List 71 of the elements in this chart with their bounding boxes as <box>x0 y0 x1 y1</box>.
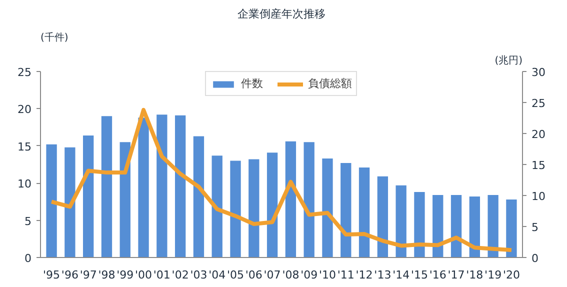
bar <box>414 192 425 258</box>
bar <box>82 135 94 258</box>
x-tick-label: '10 <box>318 268 336 282</box>
chart-title: 企業倒産年次推移 <box>238 8 326 20</box>
x-tick-label: '13 <box>374 268 392 282</box>
bar <box>469 196 480 258</box>
x-tick-label: '12 <box>356 268 373 282</box>
x-tick-label: '99 <box>116 268 134 282</box>
bar <box>266 152 278 258</box>
y-tick-label: 0 <box>24 252 32 265</box>
y2-tick-label: 15 <box>532 159 546 172</box>
bar <box>358 167 370 258</box>
bar <box>156 114 168 258</box>
bar <box>377 176 388 258</box>
y-tick-label: 10 <box>18 178 32 191</box>
bar <box>64 147 76 258</box>
bar <box>396 185 406 258</box>
x-tick-label: '08 <box>282 268 300 282</box>
bar <box>101 116 112 258</box>
bar <box>138 118 149 258</box>
bar <box>304 142 314 258</box>
bar <box>285 141 296 258</box>
x-tick-label: '09 <box>300 268 318 282</box>
x-tick-label: '02 <box>172 268 189 282</box>
bar <box>450 195 462 258</box>
bar <box>212 156 222 258</box>
x-tick-label: '18 <box>466 268 484 282</box>
x-tick-label: '16 <box>429 268 446 282</box>
x-tick-label: '11 <box>337 268 354 282</box>
x-tick-label: '00 <box>135 268 152 282</box>
x-tick-label: '05 <box>226 268 244 282</box>
x-tick-label: '07 <box>264 268 281 282</box>
x-tick-label: '17 <box>448 268 465 282</box>
bar <box>174 115 186 258</box>
bar <box>230 160 241 258</box>
x-tick-label: '03 <box>190 268 208 282</box>
bar <box>322 158 333 258</box>
y2-tick-label: 5 <box>532 221 538 234</box>
y2-tick-label: 30 <box>532 66 546 79</box>
x-tick-label: '96 <box>61 268 78 282</box>
x-tick-label: '98 <box>98 268 116 282</box>
y2-tick-label: 10 <box>532 190 546 203</box>
y2-tick-label: 20 <box>532 128 546 141</box>
x-tick-label: '19 <box>484 268 502 282</box>
bar <box>120 142 130 258</box>
x-tick-label: '14 <box>392 268 410 282</box>
x-tick-label: '20 <box>502 268 520 282</box>
x-tick-label: '15 <box>410 268 428 282</box>
y-axis-title: (千件) <box>40 32 68 44</box>
y2-axis-title: (兆円) <box>494 54 523 66</box>
y-tick-label: 25 <box>18 66 32 79</box>
legend-label: 負債総額 <box>308 76 352 91</box>
bar <box>46 144 57 258</box>
y2-tick-label: 0 <box>532 252 538 265</box>
bar <box>340 163 352 258</box>
y-tick-label: 5 <box>24 214 32 228</box>
x-tick-label: '97 <box>80 268 97 282</box>
bar <box>506 199 517 258</box>
x-tick-label: '06 <box>245 268 262 282</box>
line-series <box>50 108 514 252</box>
bar <box>488 195 498 258</box>
x-tick-label: '01 <box>153 268 170 282</box>
x-tick-label: '04 <box>208 268 226 282</box>
bar <box>432 195 444 258</box>
bar <box>248 159 260 258</box>
y-tick-label: 20 <box>18 103 32 116</box>
legend-label: 件数 <box>241 76 263 91</box>
x-tick-label: '95 <box>43 268 60 282</box>
y-tick-label: 15 <box>18 140 32 154</box>
bar <box>193 136 204 258</box>
y2-tick-label: 25 <box>532 97 546 110</box>
